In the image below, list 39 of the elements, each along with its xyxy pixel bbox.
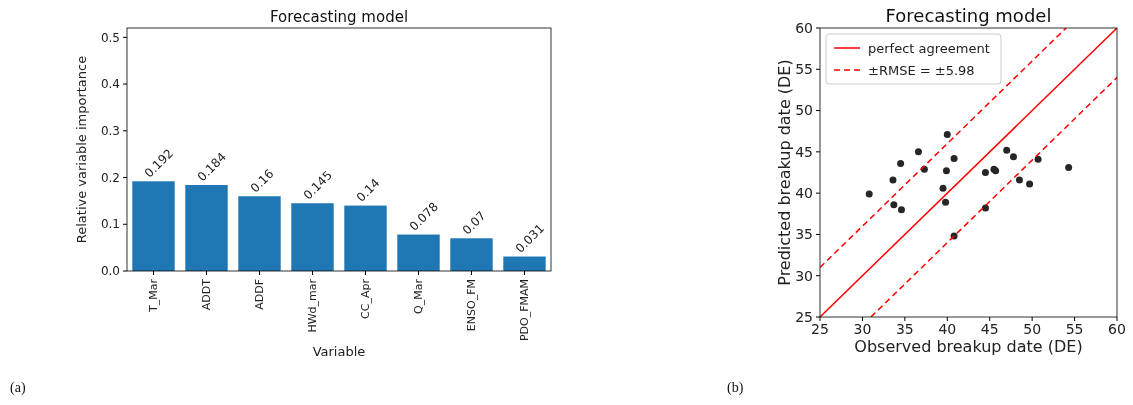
y-tick-label: 0.4 [100, 77, 120, 92]
y-tick-label: 30 [795, 267, 813, 284]
text: (b) [727, 380, 744, 396]
y-tick-label: 35 [795, 226, 813, 243]
y-axis-title: Relative variable importance [74, 55, 89, 244]
x-tick-label: 55 [1065, 321, 1084, 337]
x-tick-label: 40 [938, 321, 957, 337]
y-tick-label: 0.5 [100, 30, 120, 45]
x-axis-title: Observed breakup date (DE) [854, 337, 1083, 356]
y-tick-label: 0.1 [100, 217, 120, 232]
x-tick-label: ENSO_FM [465, 279, 479, 332]
x-tick-label: 30 [853, 321, 872, 337]
chart-title: Forecasting model [885, 5, 1052, 26]
x-tick-label: T_Mar [147, 278, 161, 313]
x-tick-label: PDO_FMAM [518, 279, 532, 342]
chart-title: Forecasting model [269, 8, 409, 26]
x-tick-label: Q_Mar [412, 278, 426, 314]
x-tick-label: 45 [980, 321, 999, 337]
y-tick-label: 50 [795, 102, 813, 119]
y-tick-label: 60 [795, 19, 813, 36]
x-tick-label: 25 [811, 321, 829, 337]
x-tick-label: ADDT [200, 278, 214, 311]
y-tick-label: 0.0 [100, 264, 120, 279]
legend-label: perfect agreement [868, 40, 990, 56]
x-tick-label: ADDF [253, 279, 267, 310]
y-tick-label: 0.3 [100, 124, 120, 139]
y-tick-label: 45 [795, 143, 813, 160]
y-axis-title: Predicted breakup date (DE) [775, 59, 794, 286]
x-tick-label: 50 [1023, 321, 1042, 337]
x-tick-label: 60 [1108, 321, 1126, 337]
x-tick-label: CC_Apr [359, 278, 373, 319]
x-tick-label: 35 [895, 321, 914, 337]
legend-label: ±RMSE = ±5.98 [868, 62, 975, 78]
y-tick-label: 0.2 [100, 170, 120, 185]
y-tick-label: 40 [795, 185, 813, 202]
text: (a) [10, 380, 26, 396]
y-tick-label: 55 [795, 61, 813, 78]
x-axis-title: Variable [312, 344, 366, 359]
x-tick-label: HWd_mar [306, 278, 320, 333]
